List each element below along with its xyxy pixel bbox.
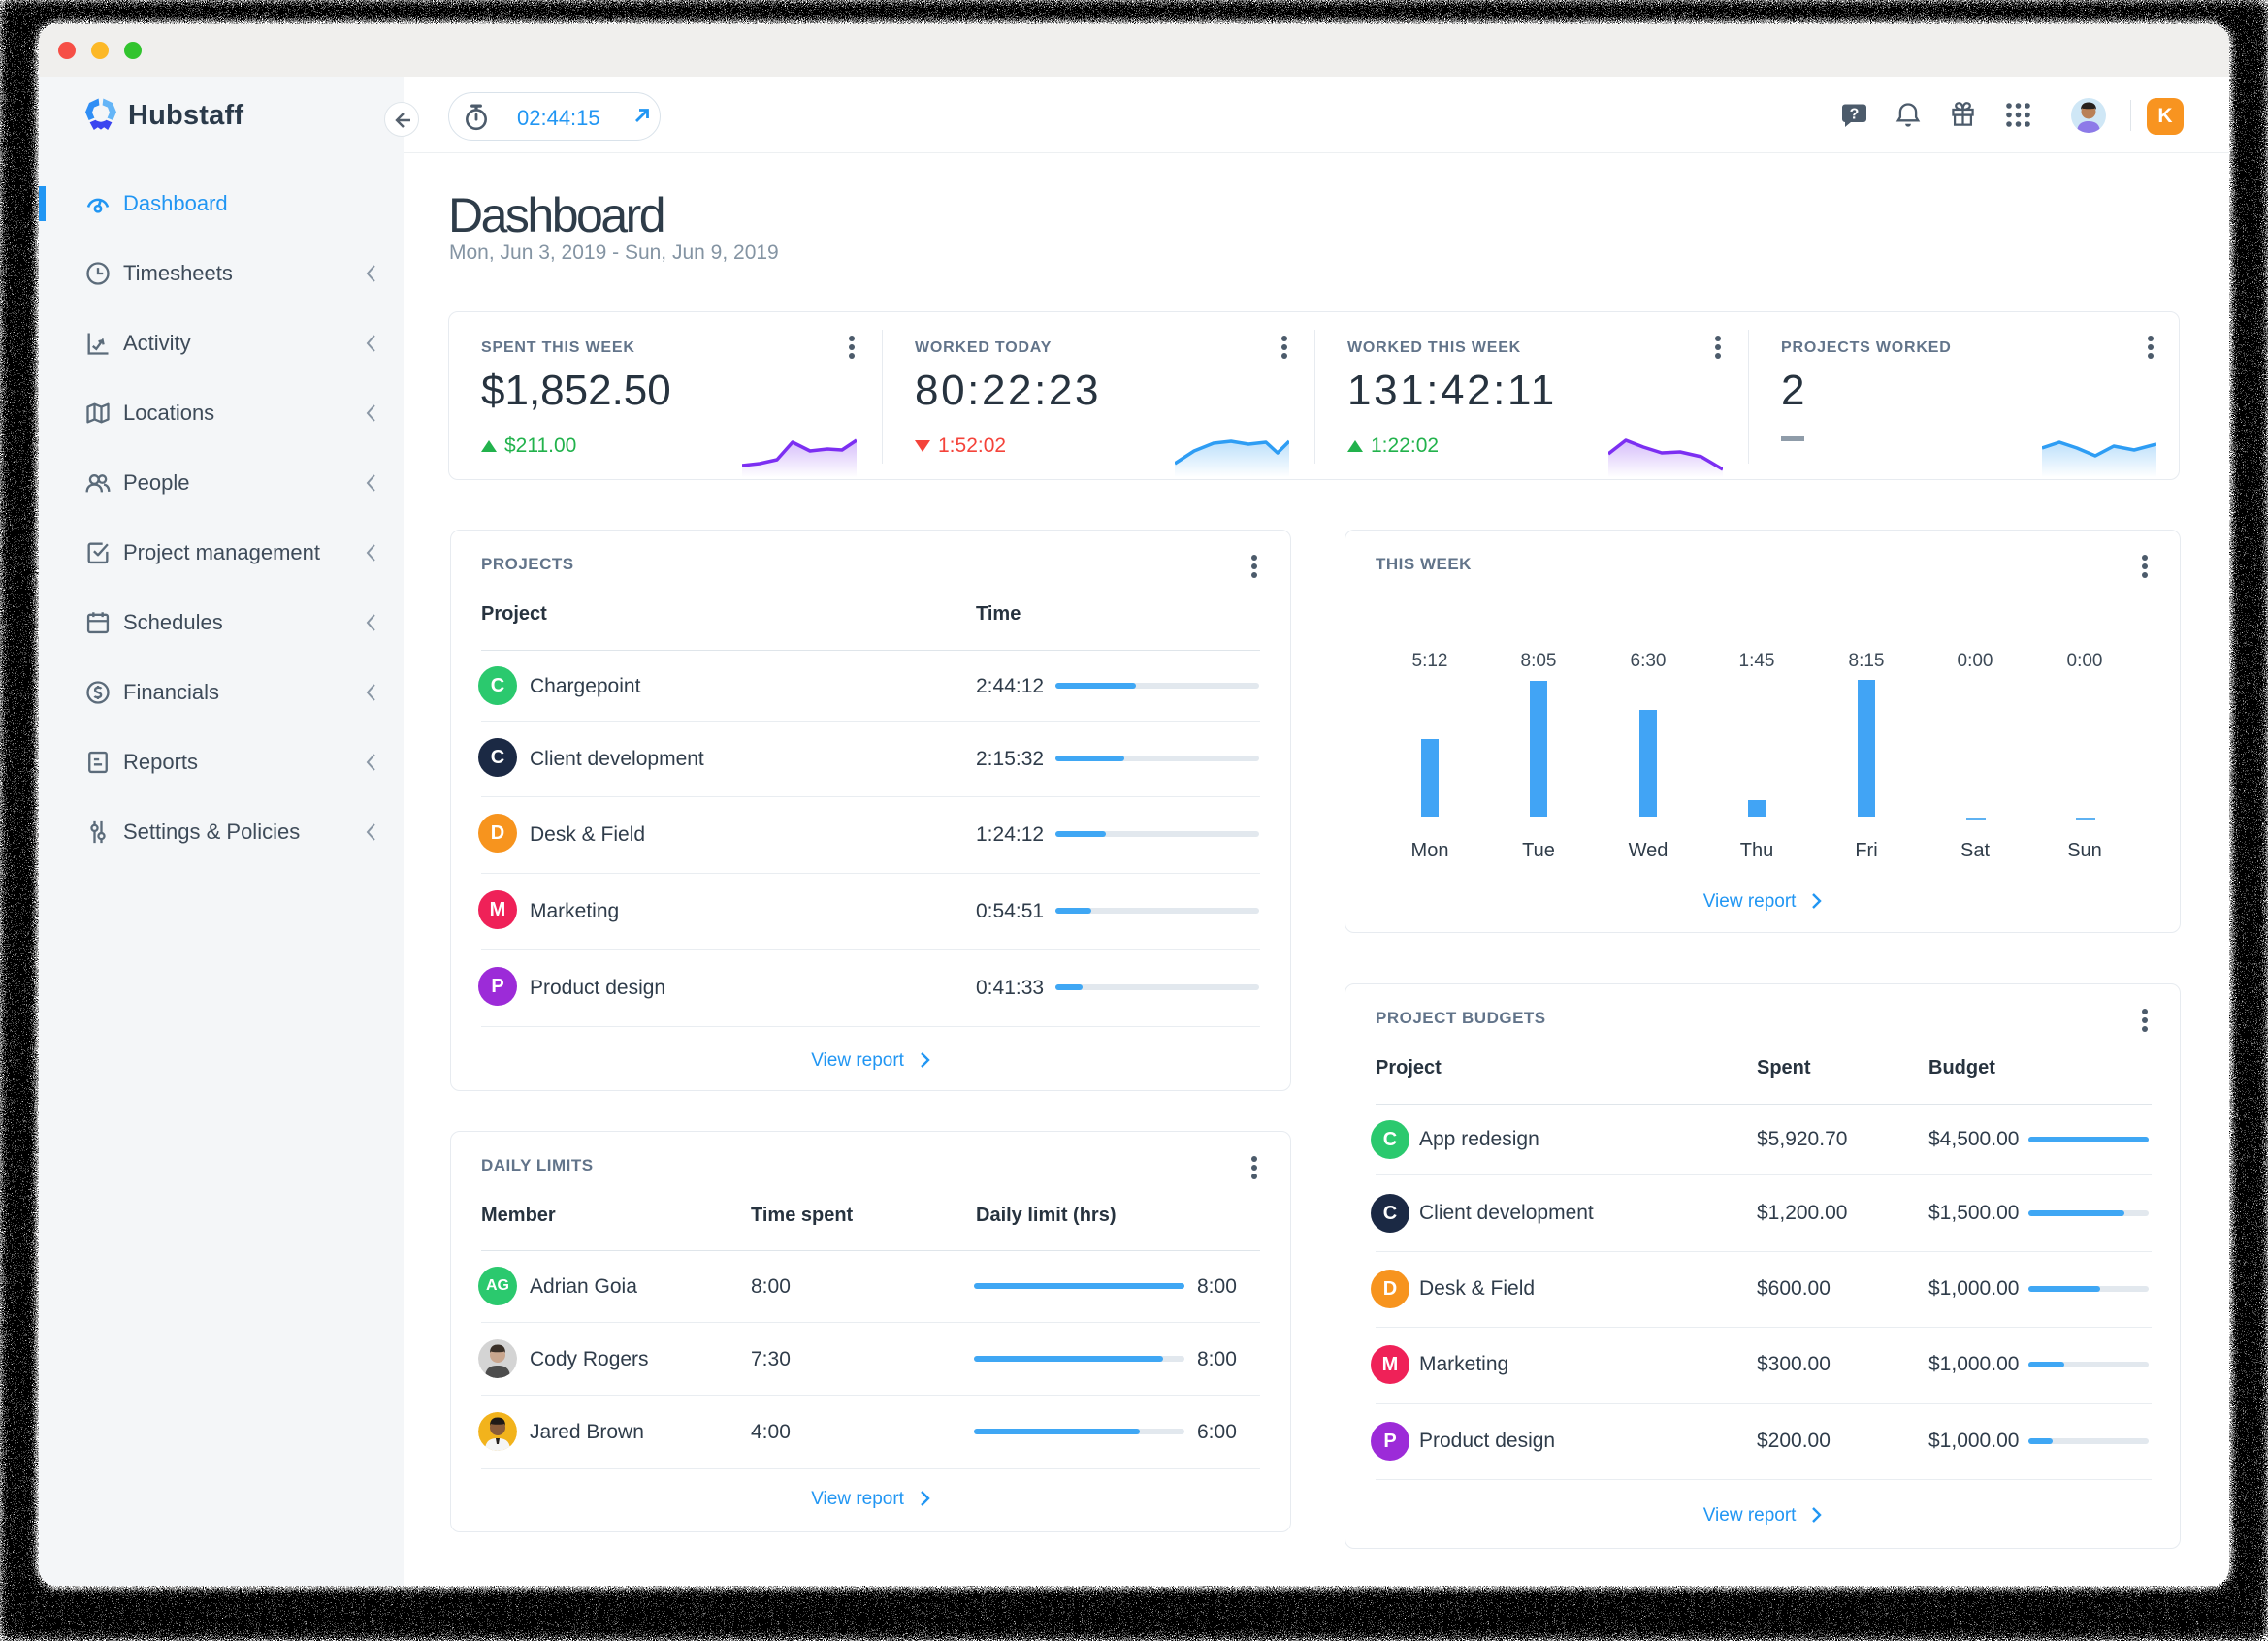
svg-text:?: ? [1850,107,1860,123]
